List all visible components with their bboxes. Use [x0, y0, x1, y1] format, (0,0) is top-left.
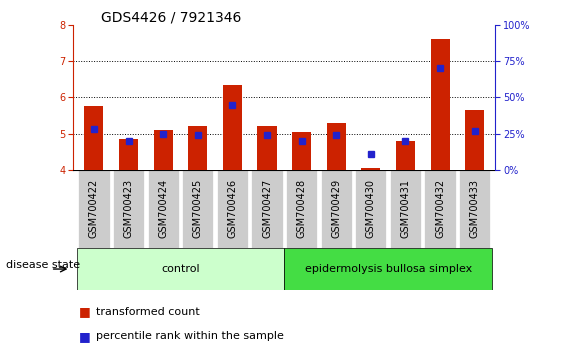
Bar: [188, 126, 207, 170]
Text: GSM700424: GSM700424: [158, 179, 168, 239]
Text: GSM700432: GSM700432: [435, 179, 445, 239]
FancyBboxPatch shape: [77, 248, 284, 290]
Text: ■: ■: [79, 305, 91, 318]
FancyBboxPatch shape: [148, 170, 179, 248]
Text: GDS4426 / 7921346: GDS4426 / 7921346: [101, 11, 242, 25]
Text: GSM700423: GSM700423: [123, 179, 133, 239]
Text: GSM700429: GSM700429: [331, 179, 341, 239]
Bar: [223, 85, 242, 170]
Bar: [431, 39, 450, 170]
Text: disease state: disease state: [6, 261, 80, 270]
Bar: [327, 123, 346, 170]
Text: GSM700427: GSM700427: [262, 179, 272, 239]
Text: control: control: [161, 264, 200, 274]
Text: epidermolysis bullosa simplex: epidermolysis bullosa simplex: [305, 264, 472, 274]
Text: transformed count: transformed count: [96, 307, 199, 316]
Text: GSM700425: GSM700425: [193, 179, 203, 239]
Text: GSM700426: GSM700426: [227, 179, 238, 239]
Bar: [396, 141, 415, 170]
Bar: [257, 126, 276, 170]
FancyBboxPatch shape: [78, 170, 110, 248]
Bar: [119, 139, 138, 170]
Text: GSM700431: GSM700431: [400, 179, 410, 238]
Text: percentile rank within the sample: percentile rank within the sample: [96, 331, 284, 341]
Text: GSM700428: GSM700428: [297, 179, 307, 239]
Bar: [292, 132, 311, 170]
Text: GSM700433: GSM700433: [470, 179, 480, 238]
Bar: [361, 168, 381, 170]
FancyBboxPatch shape: [286, 170, 317, 248]
Text: GSM700430: GSM700430: [366, 179, 376, 238]
FancyBboxPatch shape: [217, 170, 248, 248]
FancyBboxPatch shape: [284, 248, 492, 290]
FancyBboxPatch shape: [113, 170, 144, 248]
FancyBboxPatch shape: [321, 170, 352, 248]
Text: ■: ■: [79, 330, 91, 343]
FancyBboxPatch shape: [425, 170, 455, 248]
Bar: [154, 130, 173, 170]
FancyBboxPatch shape: [390, 170, 421, 248]
FancyBboxPatch shape: [182, 170, 213, 248]
Bar: [84, 107, 104, 170]
FancyBboxPatch shape: [252, 170, 283, 248]
FancyBboxPatch shape: [355, 170, 386, 248]
Bar: [465, 110, 484, 170]
Text: GSM700422: GSM700422: [89, 179, 99, 239]
FancyBboxPatch shape: [459, 170, 490, 248]
